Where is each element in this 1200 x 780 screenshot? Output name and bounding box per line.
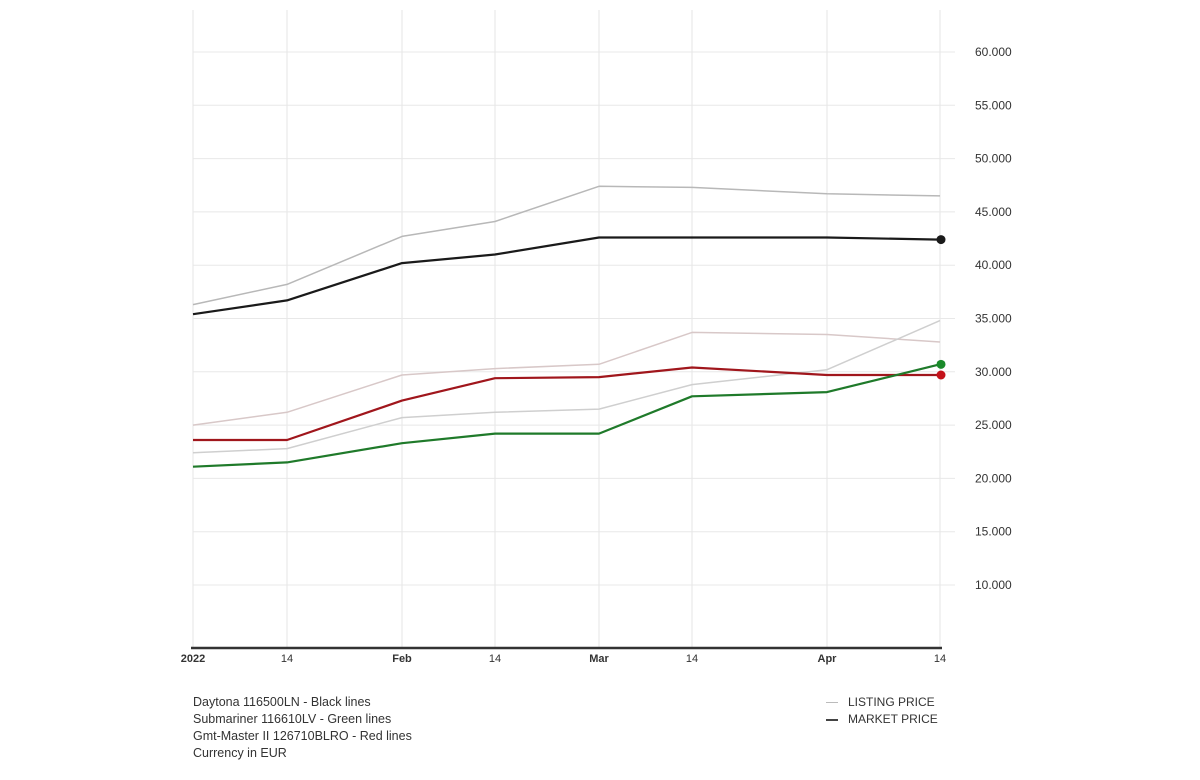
legend-label-market: MARKET PRICE	[848, 712, 938, 726]
series-end-marker	[936, 359, 946, 369]
series-end-marker	[936, 235, 946, 245]
legend-label-listing: LISTING PRICE	[848, 695, 935, 709]
x-tick-label: 14	[686, 653, 698, 665]
y-tick-label: 40.000	[975, 258, 1012, 272]
listing-price-line	[192, 319, 941, 454]
note-submariner: Submariner 116610LV - Green lines	[193, 712, 392, 726]
x-tick-label: 14	[489, 653, 501, 665]
listing-price-line	[192, 185, 941, 306]
x-tick-label: Apr	[818, 653, 838, 665]
x-tick-label: 14	[934, 653, 946, 665]
y-tick-label: 35.000	[975, 312, 1012, 326]
note-gmt-master: Gmt-Master II 126710BLRO - Red lines	[193, 729, 412, 743]
y-tick-label: 30.000	[975, 365, 1012, 379]
legend-listing-price: LISTING PRICE	[826, 694, 938, 711]
y-tick-label: 20.000	[975, 471, 1012, 485]
listing-price-line	[192, 331, 941, 426]
y-tick-label: 55.000	[975, 98, 1012, 112]
market-price-line	[192, 363, 941, 468]
y-tick-label: 25.000	[975, 418, 1012, 432]
chart-notes: Daytona 116500LN - Black lines Submarine…	[193, 694, 412, 762]
note-currency: Currency in EUR	[193, 746, 287, 760]
y-tick-label: 45.000	[975, 205, 1012, 219]
y-tick-label: 60.000	[975, 45, 1012, 59]
series-end-marker	[936, 370, 946, 380]
note-daytona: Daytona 116500LN - Black lines	[193, 695, 371, 709]
legend-swatch-market	[826, 718, 838, 721]
legend: LISTING PRICE MARKET PRICE	[826, 694, 938, 728]
legend-market-price: MARKET PRICE	[826, 711, 938, 728]
legend-swatch-listing	[826, 702, 838, 703]
y-tick-label: 10.000	[975, 578, 1012, 592]
x-tick-label: Feb	[392, 653, 412, 665]
y-tick-label: 15.000	[975, 525, 1012, 539]
x-tick-label: 2022	[181, 653, 205, 665]
market-price-line	[193, 366, 940, 442]
market-price-line	[192, 236, 941, 316]
y-tick-label: 50.000	[975, 152, 1012, 166]
x-tick-label: 14	[281, 653, 293, 665]
x-tick-label: Mar	[589, 653, 609, 665]
